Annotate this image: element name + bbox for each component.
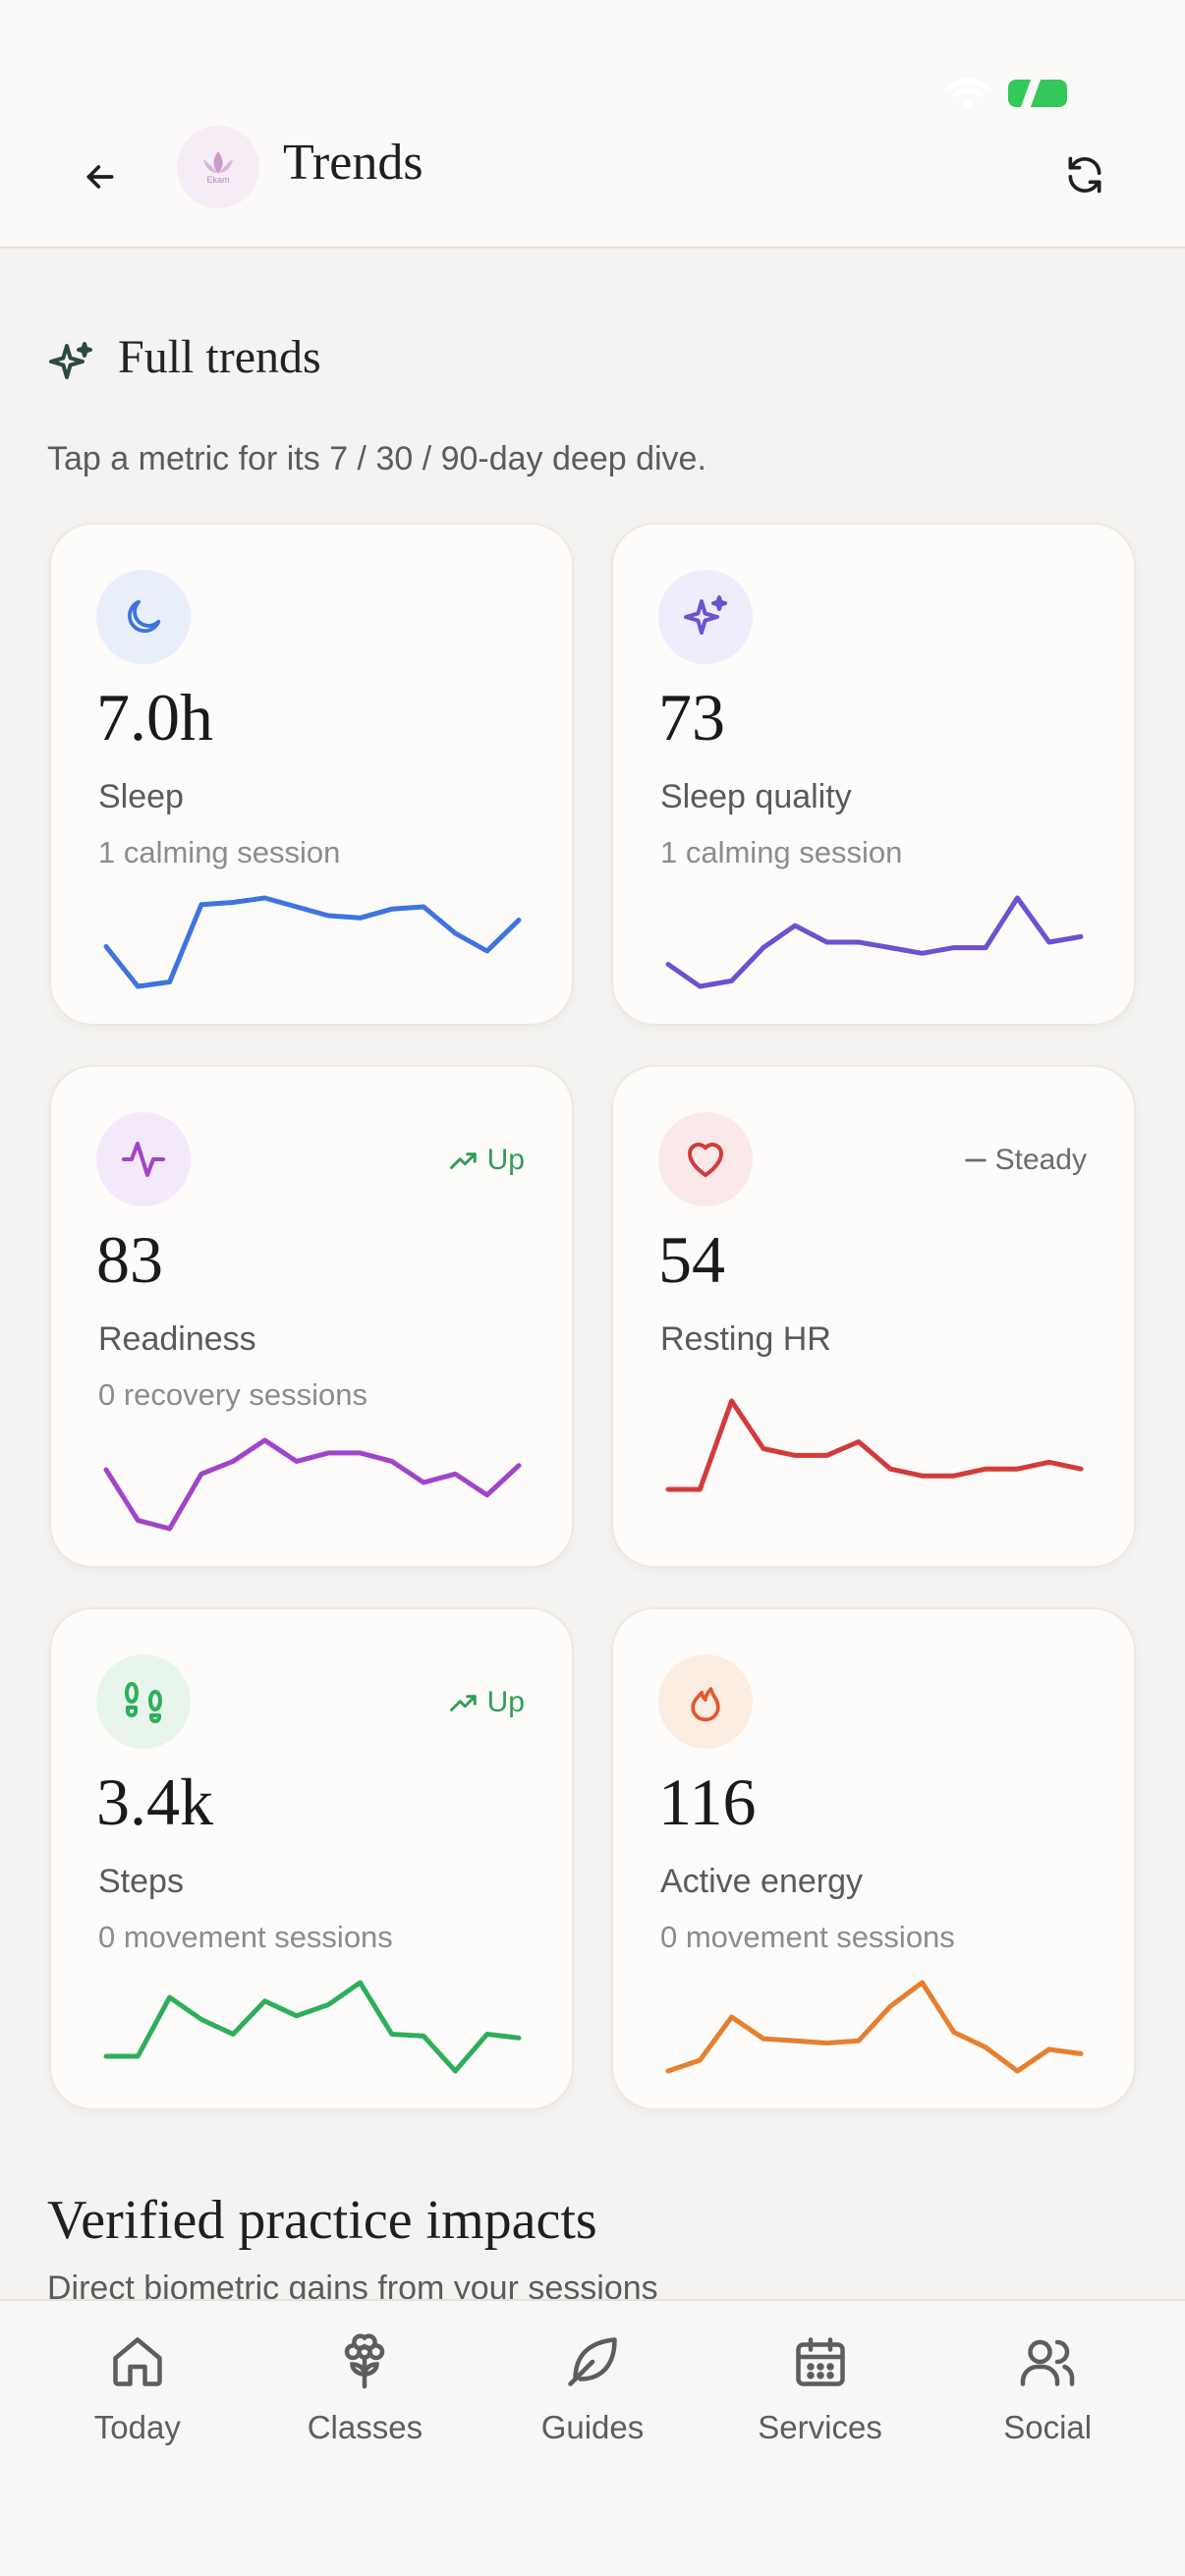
metric-sessions: 0 recovery sessions — [98, 1377, 367, 1412]
trending-up-icon — [449, 1152, 477, 1169]
nav-item-guides[interactable]: Guides — [494, 2330, 691, 2576]
people-icon — [1020, 2339, 1075, 2386]
metric-sessions: 0 movement sessions — [660, 1920, 955, 1954]
metric-label: Sleep quality — [660, 778, 852, 815]
logo-text: Ekam — [206, 175, 230, 185]
back-button[interactable] — [69, 145, 132, 208]
trend-label: Steady — [994, 1144, 1087, 1176]
nav-label: Guides — [540, 2409, 645, 2445]
home-icon — [113, 2337, 162, 2386]
trend-label: Up — [486, 1144, 525, 1176]
trending-up-icon — [449, 1695, 477, 1711]
nav-label: Social — [1003, 2409, 1093, 2445]
refresh-button[interactable] — [1049, 140, 1120, 210]
refresh-icon — [1068, 156, 1101, 194]
card-icon-bg — [658, 1654, 753, 1749]
sparkle-icon — [684, 595, 727, 635]
metric-sessions: 1 calming session — [98, 835, 341, 869]
app-header: Ekam Trends — [0, 118, 1185, 249]
nav-item-today[interactable]: Today — [39, 2330, 236, 2576]
metric-card-active-energy[interactable]: 116 Active energy 0 movement sessions — [611, 1607, 1136, 2110]
arrow-left-icon — [86, 165, 114, 189]
sparkline-series — [665, 1398, 1084, 1492]
trend-indicator: Steady — [962, 1144, 1087, 1177]
nav-item-social[interactable]: Social — [949, 2330, 1146, 2576]
status-time: 4:38 — [165, 68, 256, 119]
pulse-icon — [122, 1142, 165, 1177]
wifi-icon — [945, 78, 990, 108]
metric-card-sleep[interactable]: 7.0h Sleep 1 calming session — [49, 523, 574, 1026]
trend-indicator: Up — [446, 1144, 525, 1177]
metric-label: Readiness — [98, 1320, 256, 1358]
sparkline-chart — [665, 1398, 1084, 1492]
sparkline-chart — [665, 1980, 1084, 2074]
sparkline-chart — [103, 1980, 522, 2074]
card-icon-bg — [96, 570, 191, 664]
flame-icon — [691, 1687, 720, 1722]
footsteps-icon — [125, 1682, 162, 1723]
nav-item-classes[interactable]: Classes — [266, 2330, 463, 2576]
metric-sessions: 0 movement sessions — [98, 1920, 393, 1954]
lotus-icon — [203, 151, 233, 173]
metric-card-sleep-quality[interactable]: 73 Sleep quality 1 calming session — [611, 523, 1136, 1026]
flower-icon — [345, 2333, 385, 2389]
battery-icon — [1008, 80, 1067, 107]
sparkline-chart — [665, 895, 1084, 989]
card-icon-bg — [96, 1654, 191, 1749]
section-subtitle: Tap a metric for its 7 / 30 / 90-day dee… — [47, 440, 706, 477]
metric-value: 83 — [96, 1222, 163, 1297]
bottom-nav: Today Classes Guides — [0, 2299, 1185, 2576]
section-title: Full trends — [118, 331, 321, 383]
heart-icon — [688, 1143, 723, 1177]
minus-icon — [964, 1158, 987, 1162]
metric-value: 73 — [658, 680, 725, 755]
status-icons — [945, 77, 1067, 110]
nav-label: Today — [93, 2409, 181, 2445]
sparkline-series — [665, 1980, 1084, 2074]
sparkline-series — [665, 895, 1084, 989]
metric-label: Steps — [98, 1863, 184, 1900]
app-logo: Ekam — [177, 126, 259, 208]
nav-item-services[interactable]: Services — [722, 2330, 919, 2576]
trend-indicator: Up — [446, 1686, 525, 1719]
metric-value: 7.0h — [96, 680, 213, 755]
metric-card-readiness[interactable]: Up 83 Readiness 0 recovery sessions — [49, 1065, 574, 1568]
calendar-icon — [795, 2337, 845, 2386]
metric-value: 3.4k — [96, 1764, 213, 1839]
metric-sessions: 1 calming session — [660, 835, 903, 869]
sparkline-series — [103, 1980, 522, 2074]
sparkline-chart — [103, 895, 522, 989]
metric-label: Resting HR — [660, 1320, 831, 1358]
card-icon-bg — [96, 1112, 191, 1206]
sparkles-icon — [49, 342, 92, 379]
leaf-icon — [568, 2337, 617, 2386]
sparkline-series — [103, 895, 522, 989]
metric-card-resting-hr[interactable]: Steady 54 Resting HR — [611, 1065, 1136, 1568]
sparkline-chart — [103, 1437, 522, 1532]
trend-label: Up — [486, 1686, 525, 1718]
page-title: Trends — [283, 135, 423, 191]
status-bar: 4:38 — [0, 0, 1185, 128]
nav-label: Classes — [307, 2409, 423, 2445]
nav-label: Services — [758, 2409, 882, 2445]
card-icon-bg — [658, 570, 753, 664]
metric-label: Sleep — [98, 778, 184, 815]
sparkline-series — [103, 1437, 522, 1532]
metric-value: 54 — [658, 1222, 725, 1297]
metric-label: Active energy — [660, 1863, 863, 1900]
card-icon-bg — [658, 1112, 753, 1206]
metric-value: 116 — [658, 1764, 757, 1839]
metric-card-steps[interactable]: Up 3.4k Steps 0 movement sessions — [49, 1607, 574, 2110]
verified-section-title: Verified practice impacts — [47, 2190, 597, 2251]
moon-icon — [128, 599, 161, 633]
